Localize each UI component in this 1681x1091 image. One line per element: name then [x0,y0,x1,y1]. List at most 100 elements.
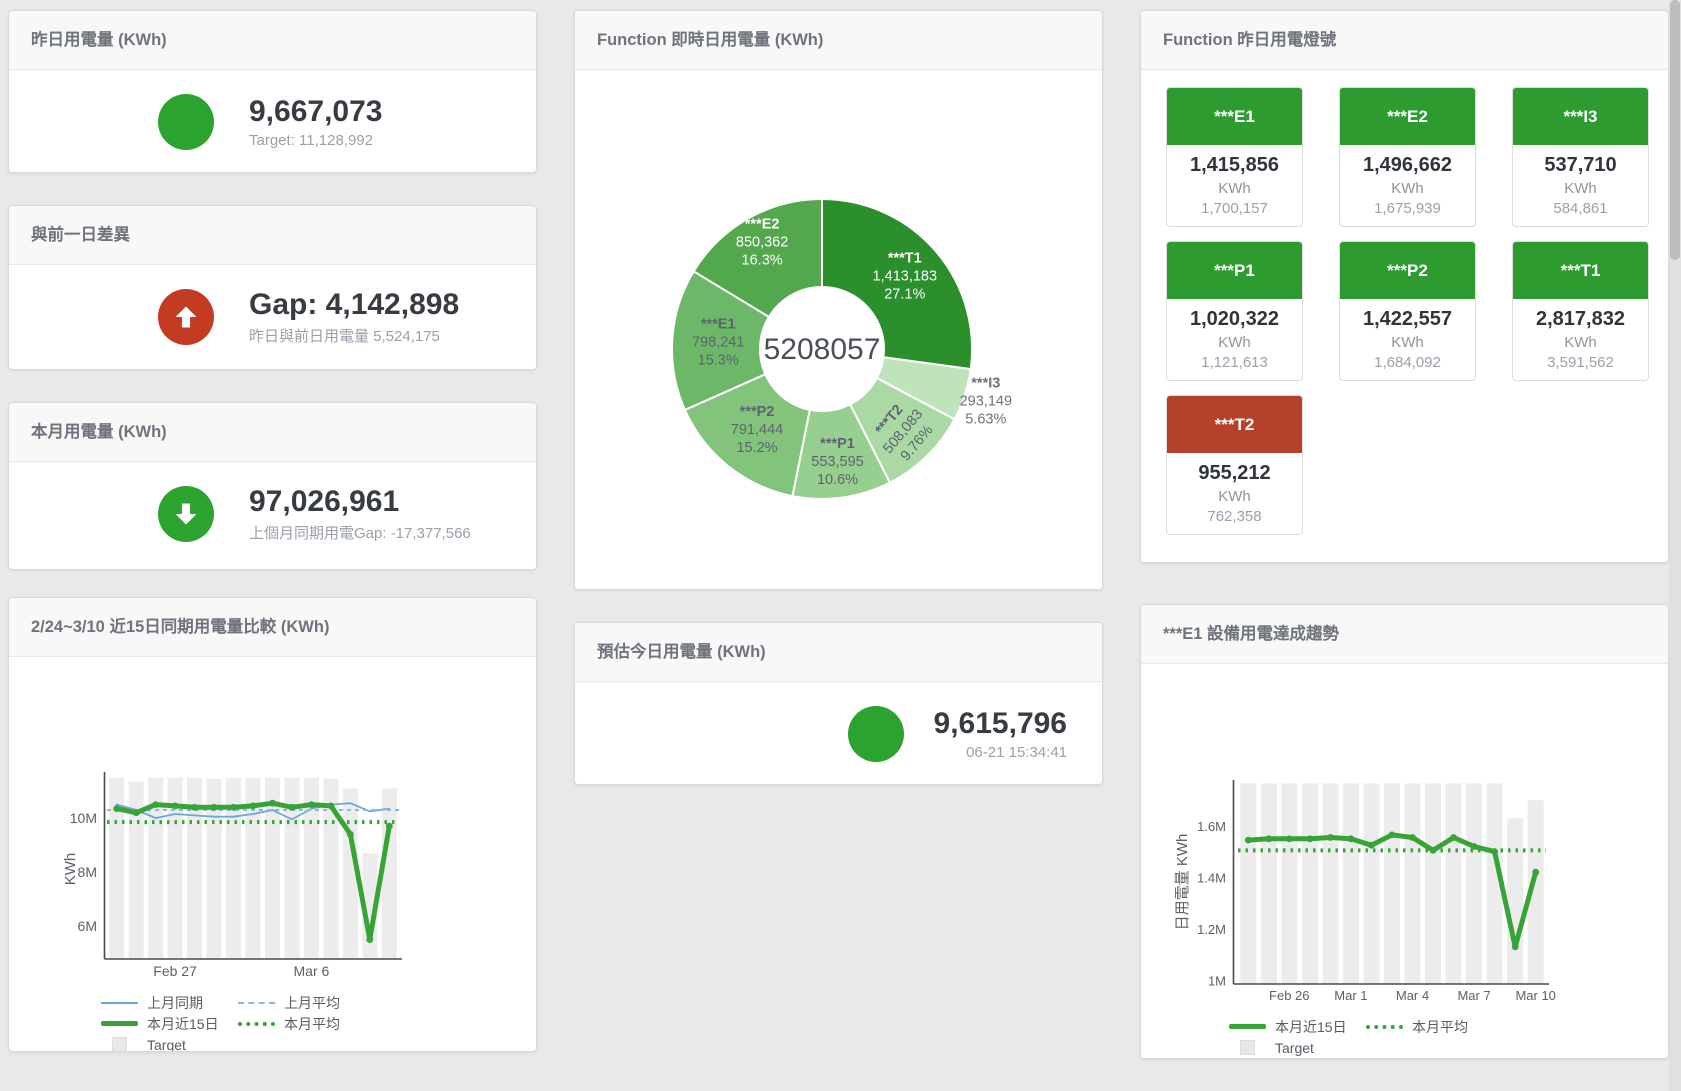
realtime-donut-body: ***T1 1,413,183 27.1% ***I3 293,149 5.63% ***T… [575,70,1102,589]
card-yesterday-body: 9,667,073 Target: 11,128,992 [9,70,536,172]
svg-text:***E2: ***E2 [745,217,780,233]
light-tile-P2: ***P2 1,422,557 KWh 1,684,092 [1339,241,1476,381]
light-signals-grid: ***E1 1,415,856 KWh 1,700,157 ***E2 1,496,662… [1141,70,1668,535]
tile-target-value: 3,591,562 [1547,354,1614,371]
compare-chart-body: 6M 8M 10M Feb 27 Mar 6 KWh 上月同期 上月平均 本月近15日 本月平均… [9,657,536,1052]
compare-chart-plot: 6M 8M 10M Feb 27 Mar 6 KWh [62,772,402,979]
e1-trend-plot: 1M 1.2M 1.4M 1.6M Feb 26 Mar 1 Mar 4 Mar 7 Mar 1… [1174,780,1556,1003]
light-tile-E1: ***E1 1,415,856 KWh 1,700,157 [1166,87,1303,227]
tile-yesterday-value: 1,496,662 [1363,154,1452,176]
svg-text:8M: 8M [78,864,97,880]
card-month-usage: 本月用電量 (KWh) 97,026,961 上個月同期用電Gap: -17,3… [8,402,537,570]
svg-text:850,362: 850,362 [736,235,788,251]
legend-swatch-gray-square-icon [1229,1040,1266,1055]
tile-status-header: ***P1 [1167,242,1302,299]
estimate-timestamp: 06-21 15:34:41 [966,744,1067,762]
svg-text:553,595: 553,595 [811,454,863,470]
legend-item-green-dot: 本月平均 [1366,1017,1503,1037]
svg-text:15.2%: 15.2% [736,440,777,456]
compare-chart-legend: 上月同期 上月平均本月近15日 本月平均 Target [101,992,536,1052]
legend-row: Target [1229,1037,1668,1058]
tile-unit: KWh [1391,334,1424,351]
realtime-usage-donut-chart: ***T11,413,18327.1%***I3293,1495.63%***T… [671,197,1012,501]
tile-unit: KWh [1564,334,1597,351]
svg-text:16.3%: 16.3% [742,253,783,269]
tile-target-value: 1,700,157 [1201,200,1268,217]
legend-label: 上月平均 [284,994,340,1011]
legend-item-blue-line: 上月同期 [101,993,238,1013]
svg-text:5208057: 5208057 [764,333,881,366]
tile-yesterday-value: 1,422,557 [1363,308,1452,330]
legend-row: Target [101,1034,536,1052]
tile-status-header: ***I3 [1513,88,1648,145]
vertical-scrollbar[interactable] [1669,0,1681,1091]
tile-status-header: ***E2 [1340,88,1475,145]
svg-text:27.1%: 27.1% [884,287,925,303]
gap-value: Gap: 4,142,898 [249,287,460,321]
svg-text:Mar 7: Mar 7 [1457,988,1490,1003]
green-status-circle-icon [847,706,904,762]
estimate-title: 預估今日用電量 (KWh) [575,623,1102,682]
scrollbar-thumb[interactable] [1670,0,1680,260]
svg-text:791,444: 791,444 [731,422,783,438]
legend-swatch-blue-line-icon [101,1001,138,1004]
tile-yesterday-value: 2,817,832 [1536,308,1625,330]
light-tile-T2: ***T2 955,212 KWh 762,358 [1166,395,1303,535]
legend-label: Target [147,1036,186,1052]
svg-text:Mar 1: Mar 1 [1334,988,1367,1003]
legend-item-gray-square: Target [101,1036,238,1052]
e1-trend-legend: 本月近15日 本月平均 Target [1229,1016,1668,1058]
estimate-value: 9,615,796 [933,706,1067,740]
legend-swatch-blue-dash-icon [238,1001,275,1004]
tile-yesterday-value: 955,212 [1198,462,1271,484]
tile-target-value: 762,358 [1207,508,1262,525]
legend-swatch-green-dot-icon [1366,1024,1403,1029]
svg-text:***T1: ***T1 [888,251,922,267]
tile-target-value: 1,684,092 [1374,354,1441,371]
tile-unit: KWh [1391,180,1424,197]
card-gap-title: 與前一日差異 [9,206,536,265]
svg-text:Feb 26: Feb 26 [1269,988,1309,1003]
legend-swatch-green-line-icon [1229,1024,1266,1029]
card-estimate-today: 預估今日用電量 (KWh) 9,615,796 06-21 15:34:41 [574,622,1103,785]
legend-item-green-dot: 本月平均 [238,1014,375,1034]
light-tile-I3: ***I3 537,710 KWh 584,861 [1512,87,1649,227]
svg-text:Mar 10: Mar 10 [1515,988,1555,1003]
month-usage-value: 97,026,961 [249,484,400,518]
legend-item-blue-dash: 上月平均 [238,993,375,1013]
svg-text:KWh: KWh [62,853,79,886]
tile-unit: KWh [1218,334,1251,351]
up-arrow-glyph [175,306,197,328]
legend-label: Target [1275,1039,1314,1056]
svg-text:***I3: ***I3 [971,376,1000,392]
e1-trend-title: ***E1 設備用電達成趨勢 [1141,605,1668,664]
svg-text:1.4M: 1.4M [1197,870,1226,885]
tile-status-header: ***E1 [1167,88,1302,145]
down-arrow-glyph [175,503,197,525]
card-e1-trend-chart: ***E1 設備用電達成趨勢 1M 1.2M 1.4M 1.6M Feb 26 Mar 1… [1140,604,1669,1059]
svg-text:293,149: 293,149 [960,394,1012,410]
svg-text:1,413,183: 1,413,183 [873,269,938,285]
legend-item-gray-square: Target [1229,1040,1366,1056]
yesterday-usage-value: 9,667,073 [249,94,383,128]
svg-text:798,241: 798,241 [692,334,744,350]
legend-label: 本月近15日 [147,1015,219,1032]
tile-unit: KWh [1218,180,1251,197]
card-realtime-donut: Function 即時日用電量 (KWh) ***T1 1,413,183 27.1… [574,10,1103,590]
legend-label: 上月同期 [147,994,203,1011]
legend-label: 本月近15日 [1275,1018,1347,1035]
tile-status-header: ***T1 [1513,242,1648,299]
card-yesterday-title: 昨日用電量 (KWh) [9,11,536,70]
svg-text:Feb 27: Feb 27 [153,963,197,979]
light-tile-P1: ***P1 1,020,322 KWh 1,121,613 [1166,241,1303,381]
svg-text:10M: 10M [70,810,97,826]
green-status-circle-icon [158,94,214,150]
legend-swatch-green-dot-icon [238,1021,275,1026]
realtime-donut-title: Function 即時日用電量 (KWh) [575,11,1102,70]
month-usage-gap: 上個月同期用電Gap: -17,377,566 [249,525,471,543]
svg-text:6M: 6M [78,918,97,934]
svg-text:日用電量 KWh: 日用電量 KWh [1174,834,1191,931]
legend-item-green-line: 本月近15日 [101,1014,238,1034]
legend-row: 本月近15日 本月平均 [1229,1016,1668,1037]
